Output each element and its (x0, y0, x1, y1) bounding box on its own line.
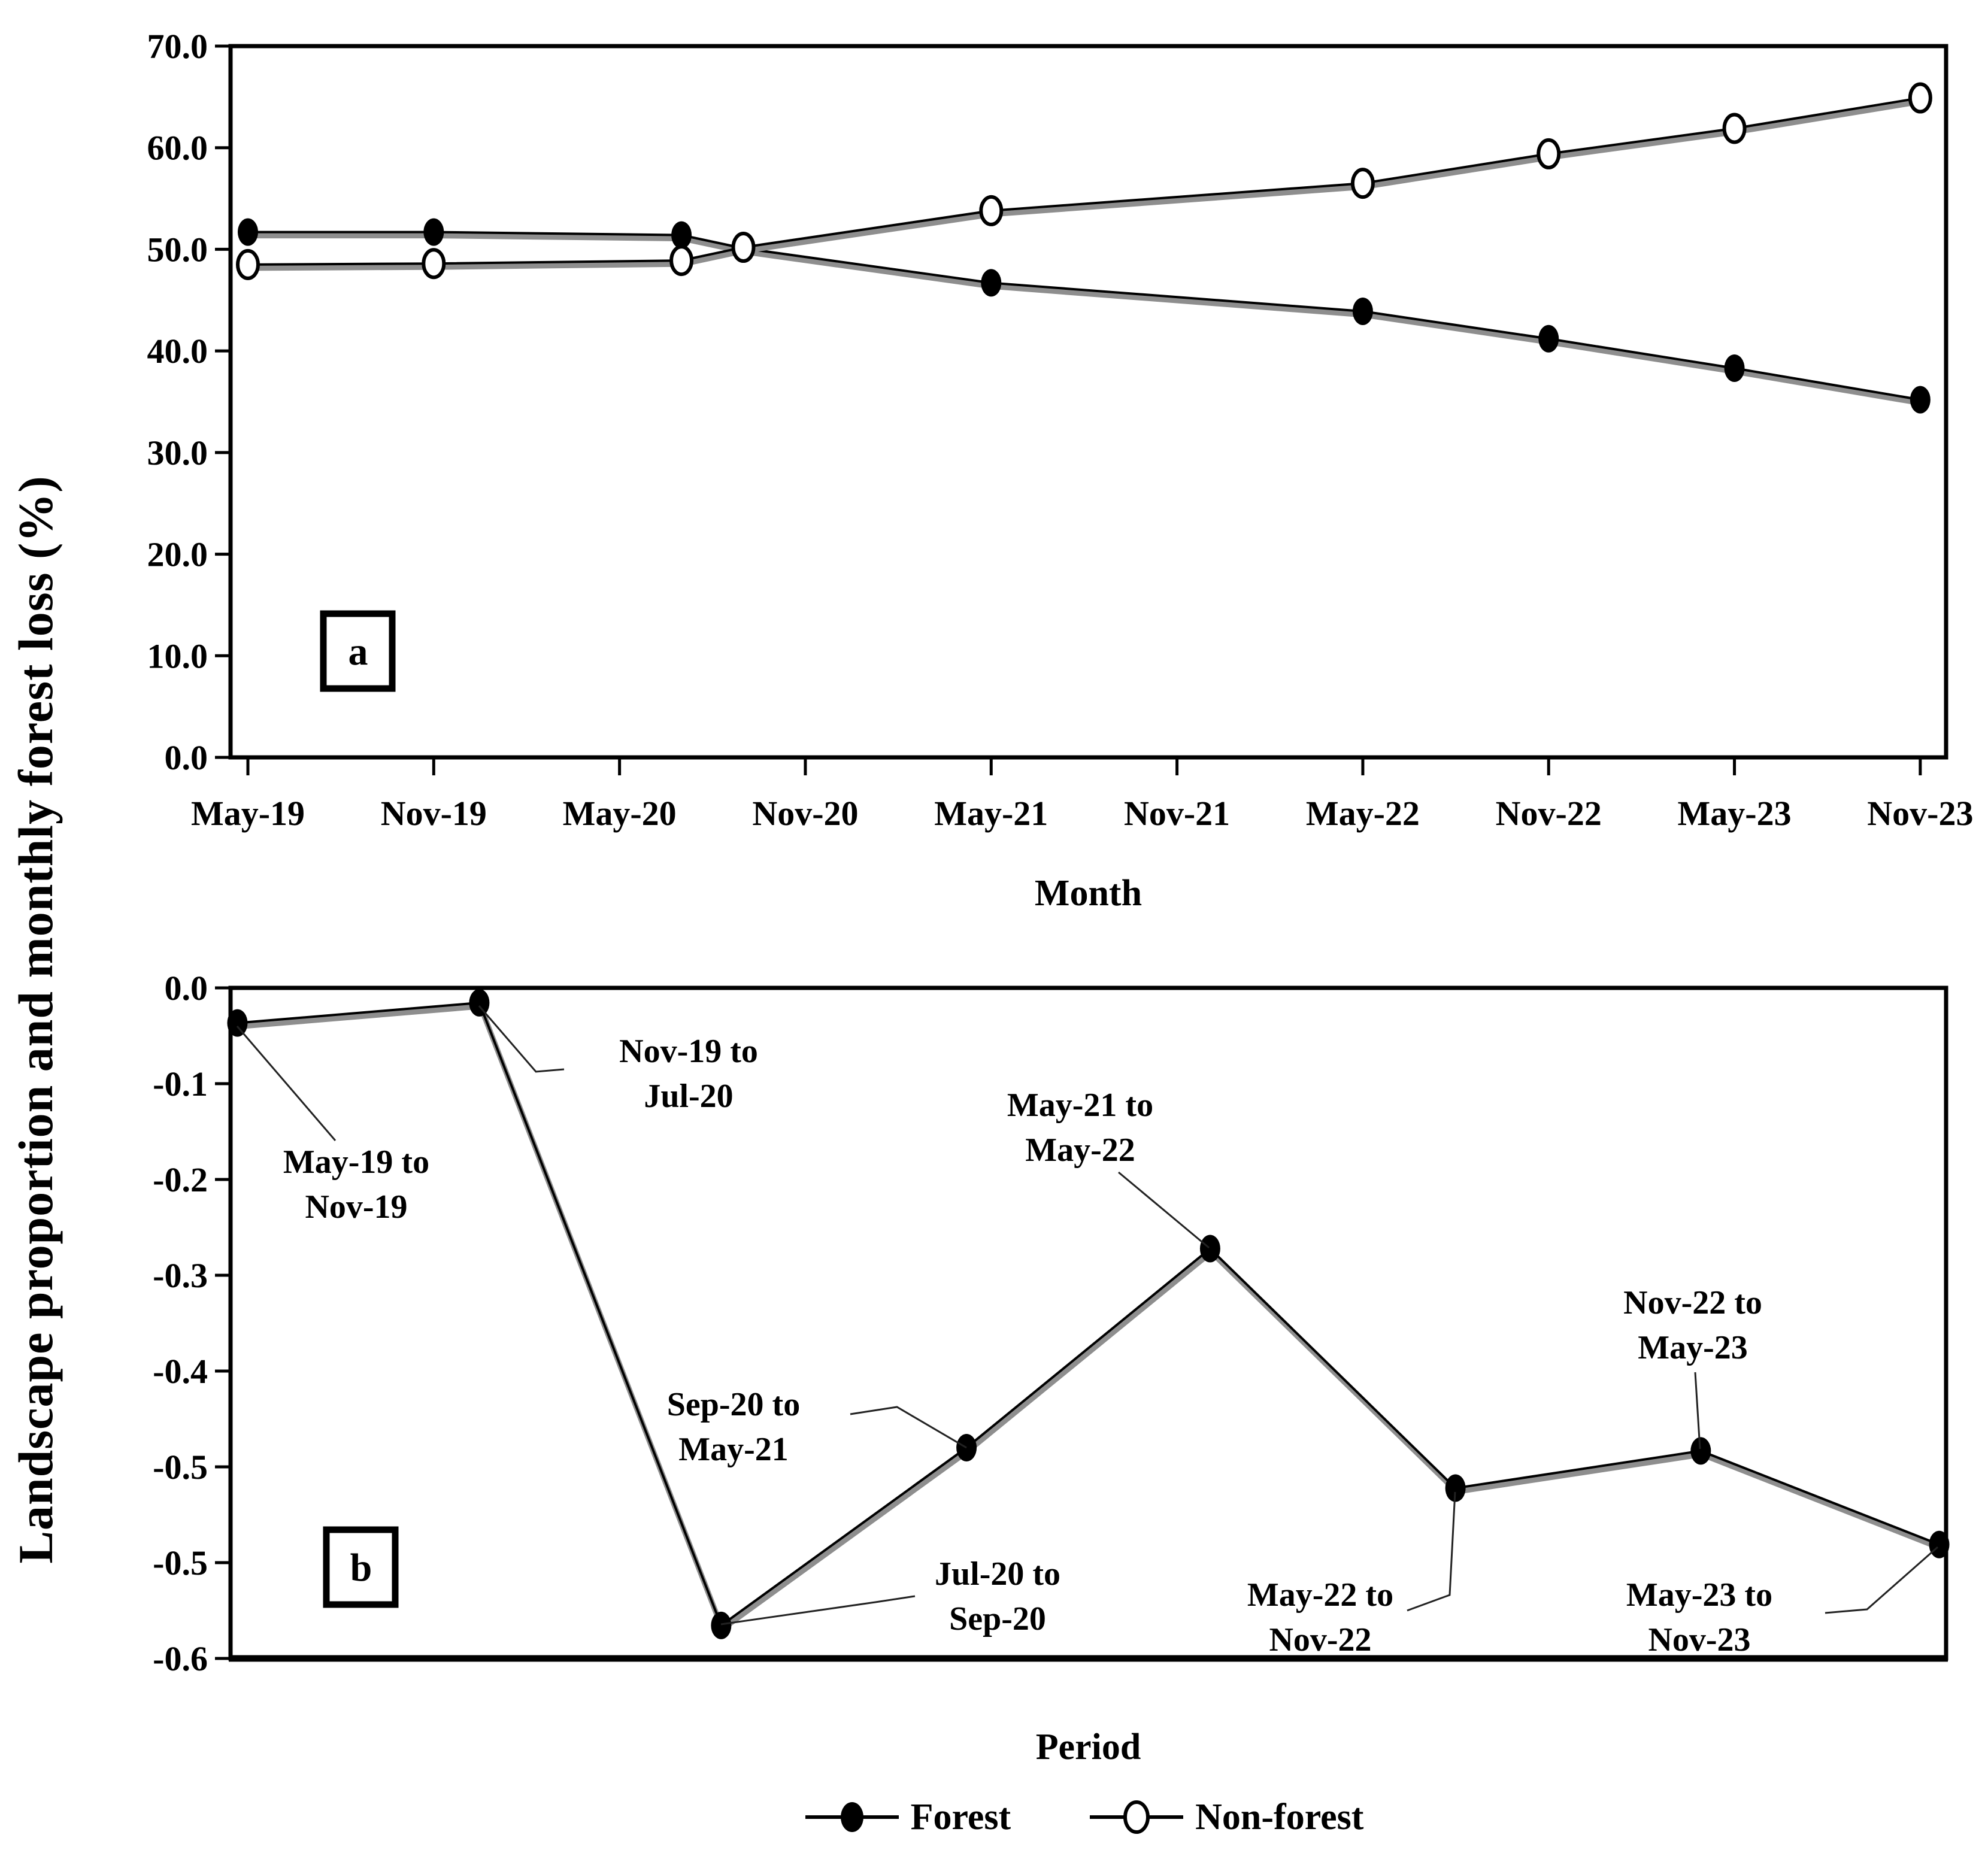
forest-data-point (1724, 354, 1745, 382)
panel-label-box-a (320, 610, 396, 692)
forest-data-point (981, 269, 1002, 297)
chart-a-xtick-label: May-21 (934, 794, 1048, 833)
non-forest-marker-icon (1090, 1800, 1184, 1834)
non-forest-data-point (669, 245, 694, 277)
non-forest-data-point (422, 248, 446, 280)
legend-item-non-forest: Non-forest (1089, 1796, 1363, 1839)
non-forest-data-point (731, 232, 756, 263)
chart-a-xtick-label: Nov-23 (1867, 794, 1973, 833)
forest-data-point (671, 221, 692, 249)
chart-a-ytick-label: 0.0 (165, 738, 208, 777)
chart-a-x-axis-title: Month (1035, 873, 1142, 914)
chart-a-ytick-label: 30.0 (147, 433, 208, 472)
non-forest-data-point (1722, 113, 1747, 144)
non-forest-data-point (1908, 82, 1932, 114)
chart-a-ytick-label: 40.0 (147, 332, 208, 371)
chart-a-xtick-label: Nov-21 (1124, 794, 1230, 833)
series-non-forest-line (247, 96, 1921, 266)
forest-marker-icon (805, 1802, 899, 1832)
chart-a-xtick-label: May-22 (1306, 794, 1420, 833)
non-forest-data-point (1350, 168, 1375, 199)
chart-a-plot-border (228, 44, 1948, 760)
forest-data-point (423, 218, 444, 246)
non-forest-data-point (979, 195, 1004, 226)
legend: Forest Non-forest (222, 1781, 1946, 1853)
forest-data-point (1538, 325, 1559, 353)
chart-a-ytick-label: 20.0 (147, 535, 208, 574)
chart-a-xtick-label: May-23 (1678, 794, 1792, 833)
chart-a-ytick-label: 60.0 (147, 129, 208, 168)
chart-a-xtick-label: May-19 (191, 794, 305, 833)
non-forest-data-point (236, 248, 260, 280)
legend-label-non-forest: Non-forest (1195, 1796, 1364, 1837)
non-forest-data-point (1537, 138, 1561, 169)
forest-data-point (1352, 297, 1373, 325)
series-non-forest-shadow-line (249, 99, 1922, 271)
panel-label-a: a (348, 630, 368, 674)
chart-a-ytick-label: 10.0 (147, 636, 208, 675)
chart-a-ytick-label: 50.0 (147, 230, 208, 269)
chart-a-xtick-label: Nov-22 (1496, 794, 1602, 833)
series-forest-shadow-line (249, 233, 1922, 407)
chart-a-xtick-label: Nov-19 (381, 794, 487, 833)
forest-data-point (238, 218, 258, 246)
legend-item-forest: Forest (804, 1796, 1011, 1839)
forest-data-point (1910, 386, 1931, 414)
legend-label-forest: Forest (910, 1796, 1011, 1837)
chart-a-xtick-label: Nov-20 (752, 794, 858, 833)
chart-a-ytick-label: 70.0 (147, 27, 208, 66)
chart-a-xtick-label: May-20 (563, 794, 677, 833)
series-forest-line (248, 231, 1921, 401)
